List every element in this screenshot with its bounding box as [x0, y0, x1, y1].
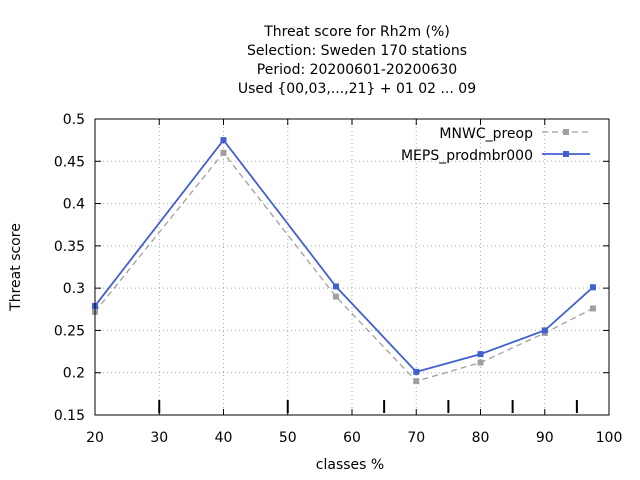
x-tick-label: 70 — [407, 430, 425, 446]
series-line-mnwc-preop — [94, 151, 594, 382]
x-tick-label: 60 — [343, 430, 361, 446]
data-point-mnwc-preop — [413, 378, 420, 385]
x-tick-label: 20 — [86, 430, 104, 446]
y-tick-label: 0.45 — [54, 154, 85, 170]
y-tick-label: 0.35 — [54, 239, 85, 255]
grid — [95, 119, 609, 415]
legend-label-meps: MEPS_prodmbr000 — [401, 148, 533, 164]
data-point-mnwc-preop — [332, 293, 339, 300]
data-point-mnwc-preop — [477, 359, 484, 366]
legend: MNWC_preop MEPS_prodmbr000 — [401, 126, 590, 164]
title-line-2: Selection: Sweden 170 stations — [247, 43, 467, 59]
x-tick-label: 40 — [215, 430, 233, 446]
title-line-1: Threat score for Rh2m (%) — [263, 24, 450, 40]
data-point-meps-prodmbr000 — [332, 283, 339, 290]
x-tick-label: 30 — [150, 430, 168, 446]
title-line-4: Used {00,03,...,21} + 01 02 ... 09 — [238, 81, 476, 97]
title-line-3: Period: 20200601-20200630 — [257, 62, 457, 78]
x-axis-label: classes % — [316, 457, 384, 473]
x-tick-label: 100 — [596, 430, 623, 446]
y-tick-label: 0.3 — [63, 281, 85, 297]
legend-label-mnwc: MNWC_preop — [439, 126, 533, 142]
axis-ticks: 0.15 0.2 0.25 0.3 0.35 0.4 0.45 0.5 20 30 40 50 60 70… — [54, 112, 623, 446]
x-tick-label: 50 — [279, 430, 297, 446]
series-line-meps-prodmbr000 — [94, 138, 594, 373]
chart-title: Threat score for Rh2m (%) Selection: Swe… — [238, 24, 476, 97]
y-tick-label: 0.15 — [54, 408, 85, 424]
y-tick-label: 0.25 — [54, 323, 85, 339]
x-tick-label: 80 — [472, 430, 490, 446]
y-axis-label: Threat score — [8, 223, 24, 312]
y-tick-label: 0.2 — [63, 366, 85, 382]
plot-frame — [94, 118, 610, 416]
legend-marker-meps-prodmbr000 — [563, 151, 569, 157]
data-point-meps-prodmbr000 — [413, 368, 420, 375]
data-point-mnwc-preop — [220, 149, 227, 156]
data-point-mnwc-preop — [589, 305, 596, 312]
data-point-meps-prodmbr000 — [541, 327, 548, 334]
x-tick-label: 90 — [536, 430, 554, 446]
y-tick-label: 0.5 — [63, 112, 85, 128]
legend-marker-mnwc-preop — [563, 129, 569, 135]
y-tick-label: 0.4 — [63, 197, 85, 213]
data-point-meps-prodmbr000 — [220, 137, 227, 144]
data-point-meps-prodmbr000 — [589, 284, 596, 291]
data-point-meps-prodmbr000 — [477, 351, 484, 358]
series-layer — [92, 137, 596, 385]
